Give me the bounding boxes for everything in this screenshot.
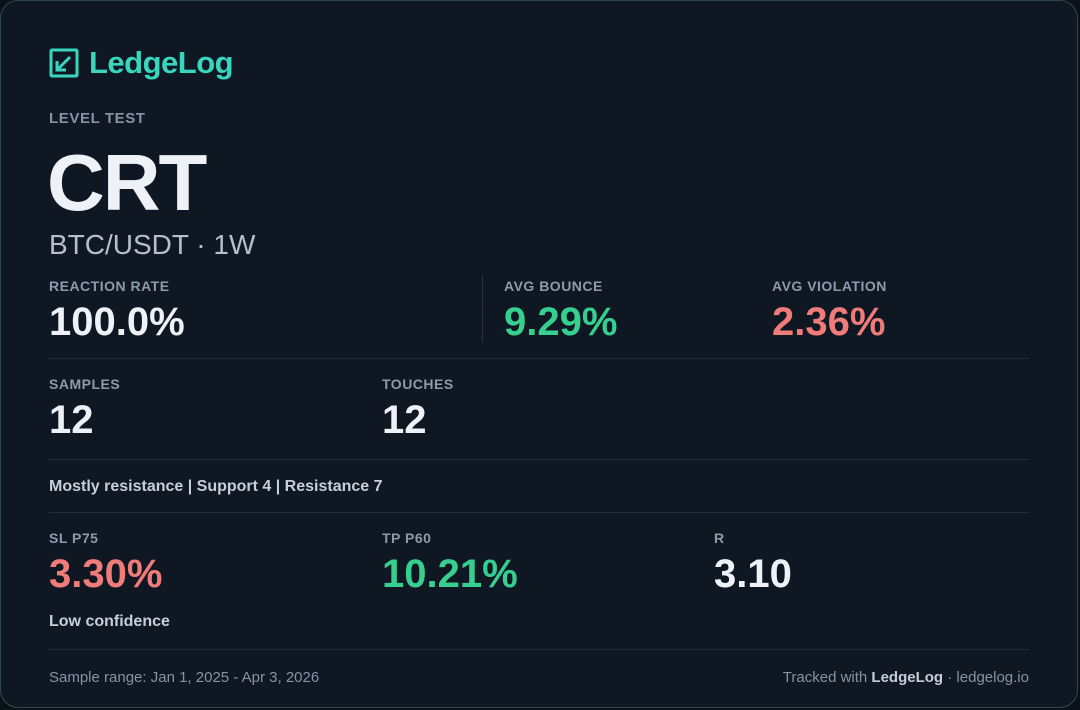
confidence-note: Low confidence <box>49 613 170 630</box>
pair-timeframe: BTC/USDT · 1W <box>49 229 256 260</box>
samples-metric: SAMPLES 12 <box>49 376 120 442</box>
tracked-prefix: Tracked with <box>782 669 872 686</box>
divider <box>49 358 1029 359</box>
avg-violation-label: AVG VIOLATION <box>772 278 887 294</box>
take-profit-value: 10.21% <box>382 552 518 596</box>
reaction-rate-value: 100.0% <box>49 300 185 344</box>
level-title: CRT <box>47 138 207 227</box>
brand-name: LedgeLog <box>89 45 234 80</box>
avg-bounce-metric: AVG BOUNCE 9.29% <box>504 278 617 344</box>
reaction-rate-label: REACTION RATE <box>49 278 170 294</box>
brand: LedgeLog <box>49 45 234 80</box>
touches-label: TOUCHES <box>382 376 454 392</box>
samples-value: 12 <box>49 398 94 442</box>
level-bias-note: Mostly resistance | Support 4 | Resistan… <box>49 478 383 495</box>
tracked-suffix: · ledgelog.io <box>943 669 1029 686</box>
tracked-brand: LedgeLog <box>871 669 944 686</box>
divider <box>49 459 1029 460</box>
divider <box>49 649 1029 650</box>
reaction-rate-metric: REACTION RATE 100.0% <box>49 278 185 344</box>
vertical-divider <box>482 275 483 343</box>
touches-value: 12 <box>382 398 427 442</box>
divider <box>49 512 1029 513</box>
stop-loss-metric: SL P75 3.30% <box>49 530 162 596</box>
avg-violation-value: 2.36% <box>772 300 886 344</box>
avg-bounce-value: 9.29% <box>504 300 618 344</box>
samples-label: SAMPLES <box>49 376 121 392</box>
stop-loss-label: SL P75 <box>49 530 99 546</box>
take-profit-label: TP P60 <box>382 530 432 546</box>
risk-reward-value: 3.10 <box>714 552 792 596</box>
stop-loss-value: 3.30% <box>49 552 163 596</box>
ledgelog-logo-icon <box>49 48 79 78</box>
sample-range: Sample range: Jan 1, 2025 - Apr 3, 2026 <box>49 669 320 686</box>
avg-violation-metric: AVG VIOLATION 2.36% <box>772 278 887 344</box>
take-profit-metric: TP P60 10.21% <box>382 530 518 596</box>
eyebrow-label: LEVEL TEST <box>49 110 146 127</box>
risk-reward-metric: R 3.10 <box>714 530 792 596</box>
touches-metric: TOUCHES 12 <box>382 376 454 442</box>
card-content: LedgeLog LEVEL TEST CRT BTC/USDT · 1W RE… <box>47 1 1029 707</box>
risk-reward-label: R <box>714 530 725 546</box>
avg-bounce-label: AVG BOUNCE <box>504 278 603 294</box>
tracked-with: Tracked with LedgeLog · ledgelog.io <box>783 669 1029 686</box>
